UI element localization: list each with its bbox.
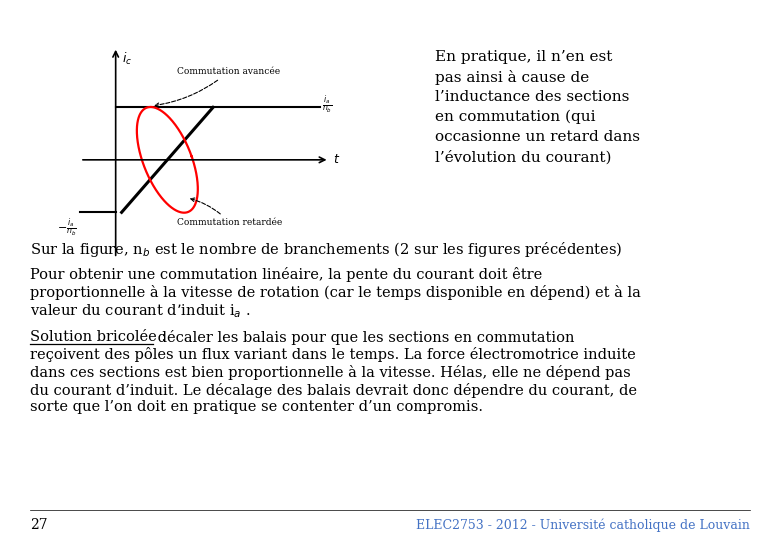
Text: $i_c$: $i_c$	[122, 51, 132, 66]
Text: proportionnelle à la vitesse de rotation (car le temps disponible en dépend) et : proportionnelle à la vitesse de rotation…	[30, 285, 641, 300]
Text: Commutation avancée: Commutation avancée	[155, 67, 281, 106]
Text: Solution bricolée :: Solution bricolée :	[30, 330, 166, 344]
Text: sorte que l’on doit en pratique se contenter d’un compromis.: sorte que l’on doit en pratique se conte…	[30, 400, 483, 414]
Text: reçoivent des pôles un flux variant dans le temps. La force électromotrice indui: reçoivent des pôles un flux variant dans…	[30, 348, 636, 362]
Text: $t$: $t$	[333, 153, 340, 166]
Text: décaler les balais pour que les sections en commutation: décaler les balais pour que les sections…	[153, 330, 575, 345]
Text: ELEC2753 - 2012 - Université catholique de Louvain: ELEC2753 - 2012 - Université catholique …	[416, 518, 750, 532]
Text: en commutation (qui: en commutation (qui	[435, 110, 595, 124]
Text: occasionne un retard dans: occasionne un retard dans	[435, 130, 640, 144]
Text: En pratique, il n’en est: En pratique, il n’en est	[435, 50, 612, 64]
Text: $\frac{i_a}{n_b}$: $\frac{i_a}{n_b}$	[322, 93, 333, 116]
Text: valeur du courant d’induit i$_a$ .: valeur du courant d’induit i$_a$ .	[30, 302, 250, 320]
Text: Commutation retardée: Commutation retardée	[177, 198, 282, 227]
Text: Sur la figure, n$_b$ est le nombre de branchements (2 sur les figures précédente: Sur la figure, n$_b$ est le nombre de br…	[30, 240, 622, 259]
Text: Pour obtenir une commutation linéaire, la pente du courant doit être: Pour obtenir une commutation linéaire, l…	[30, 267, 542, 282]
Text: dans ces sections est bien proportionnelle à la vitesse. Hélas, elle ne dépend p: dans ces sections est bien proportionnel…	[30, 365, 631, 380]
Text: du courant d’induit. Le décalage des balais devrait donc dépendre du courant, de: du courant d’induit. Le décalage des bal…	[30, 382, 637, 397]
Text: 27: 27	[30, 518, 48, 532]
Text: $-\frac{i_a}{n_b}$: $-\frac{i_a}{n_b}$	[56, 216, 76, 239]
Text: pas ainsi à cause de: pas ainsi à cause de	[435, 70, 589, 85]
Text: l’évolution du courant): l’évolution du courant)	[435, 150, 612, 164]
Text: l’inductance des sections: l’inductance des sections	[435, 90, 629, 104]
